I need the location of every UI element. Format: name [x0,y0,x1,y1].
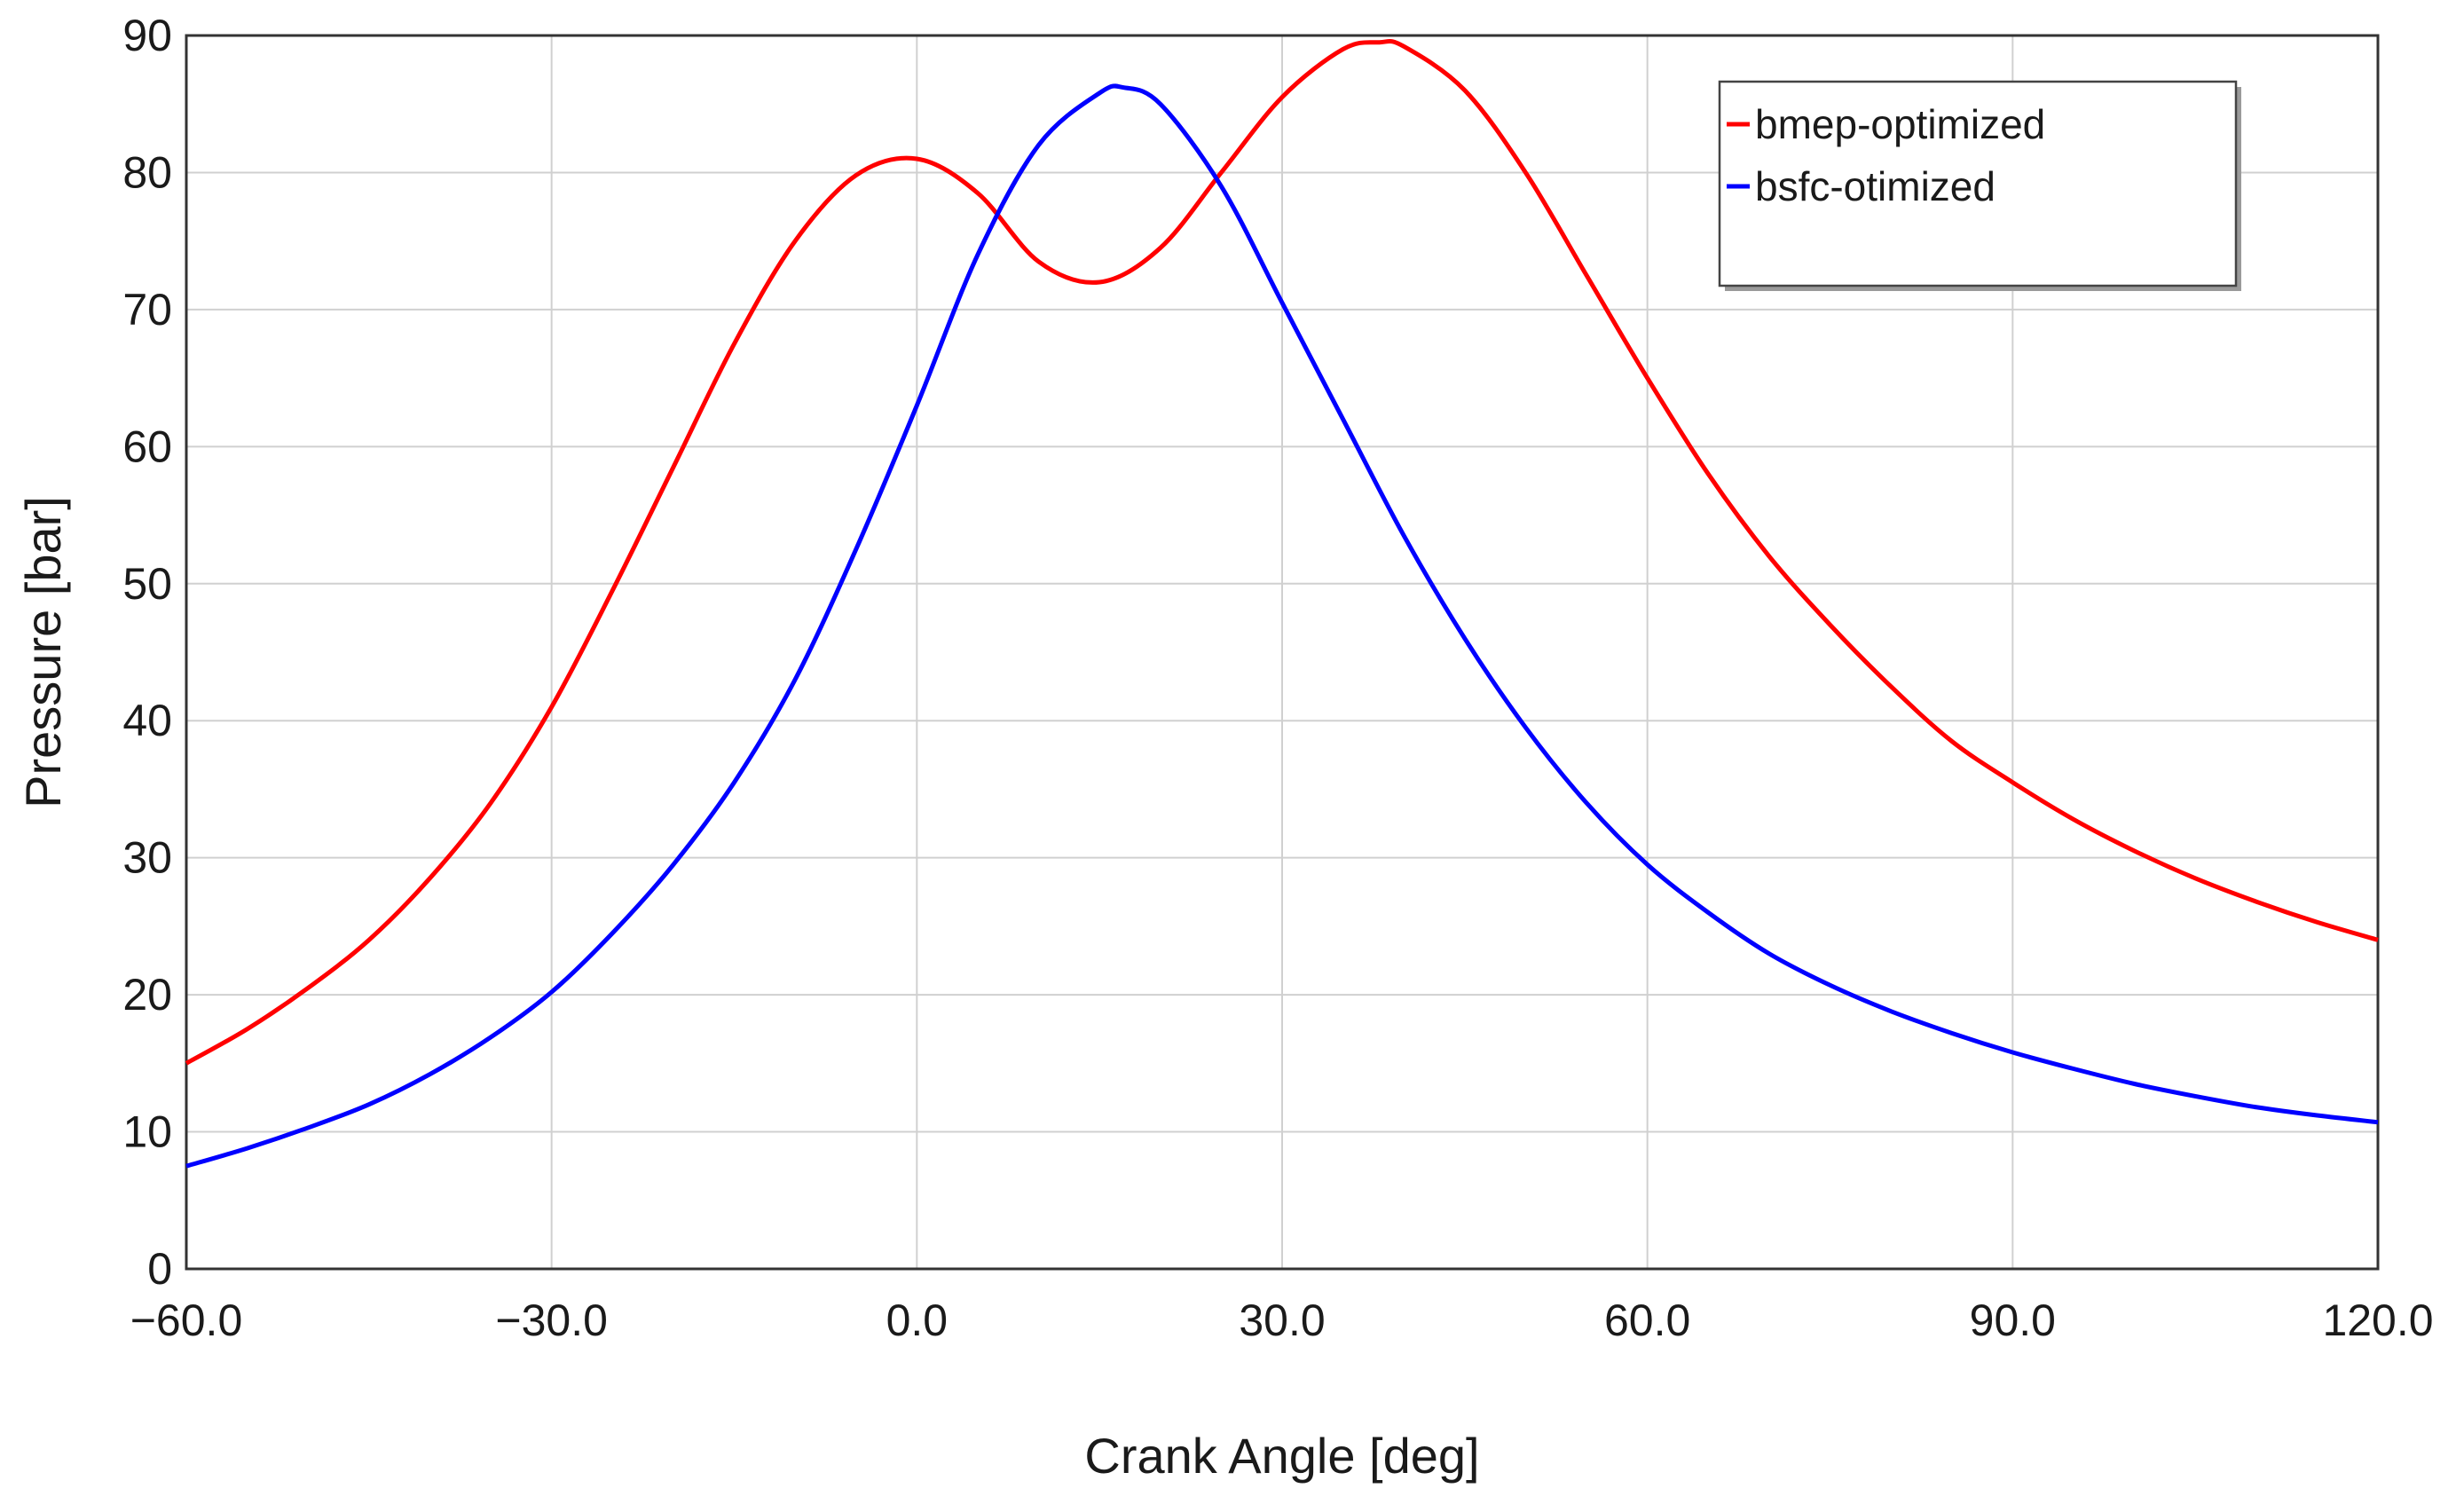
legend-label-bmep: bmep-optimized [1755,101,2045,147]
y-tick-label: 90 [122,11,172,60]
y-tick-label: 30 [122,833,172,883]
x-tick-label: 30.0 [1239,1295,1325,1345]
y-tick-label: 20 [122,970,172,1020]
y-tick-label: 50 [122,559,172,609]
x-tick-label: 90.0 [1970,1295,2056,1345]
x-axis-title: Crank Angle [deg] [1084,1428,1479,1484]
x-tick-label: 0.0 [886,1295,949,1345]
y-tick-label: 60 [122,421,172,471]
legend-box [1718,80,2238,287]
x-tick-label: −30.0 [495,1295,608,1345]
y-tick-label: 40 [122,696,172,745]
y-axis-title: Pressure [bar] [15,496,71,808]
plot-frame [185,34,2380,1271]
legend: bmep-optimized bsfc-otimized [1718,80,2241,291]
y-tick-label: 80 [122,147,172,197]
x-tick-label: 120.0 [2322,1295,2433,1345]
y-tick-label: 0 [147,1244,172,1294]
y-tick-label: 10 [122,1107,172,1157]
x-tick-label: −60.0 [130,1295,243,1345]
y-tick-label: 70 [122,285,172,335]
legend-label-bsfc: bsfc-otimized [1755,163,1996,209]
series-line-bmep-optimized [185,38,2379,1066]
x-tick-label: 60.0 [1604,1295,1690,1345]
series-line-bsfc-otimized [185,83,2379,1169]
